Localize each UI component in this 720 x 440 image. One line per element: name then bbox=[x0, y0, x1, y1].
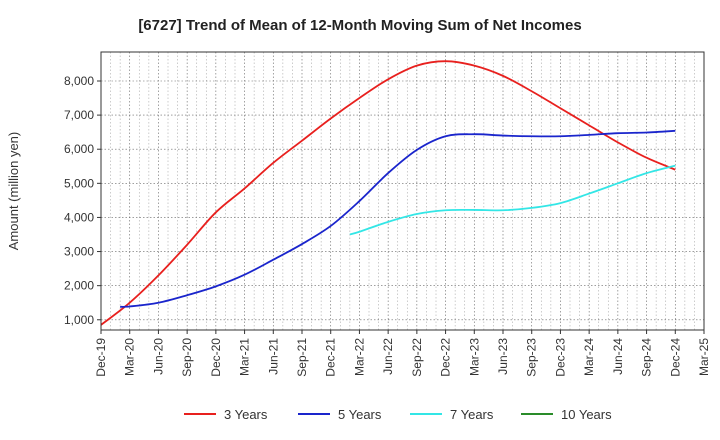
x-tick-label: Dec-24 bbox=[668, 338, 682, 377]
x-tick-label: Dec-22 bbox=[439, 338, 453, 377]
x-tick-label: Sep-22 bbox=[410, 338, 424, 377]
x-tick-label: Jun-24 bbox=[611, 338, 625, 375]
x-tick-label: Dec-21 bbox=[324, 338, 338, 377]
legend-label-7-years: 7 Years bbox=[450, 407, 494, 422]
y-tick-label: 3,000 bbox=[64, 245, 94, 259]
x-tick-label: Mar-23 bbox=[467, 338, 481, 376]
plot-frame bbox=[100, 51, 705, 331]
legend-label-10-years: 10 Years bbox=[561, 407, 612, 422]
legend-label-3-years: 3 Years bbox=[224, 407, 268, 422]
chart-title: [6727] Trend of Mean of 12-Month Moving … bbox=[138, 17, 581, 34]
x-axis-ticks: Dec-19 Mar-20 Jun-20 Sep-20 Dec-20 Mar-21 Jun-… bbox=[94, 330, 711, 377]
series-line-3-years bbox=[100, 60, 676, 326]
x-tick-label: Mar-24 bbox=[582, 338, 596, 376]
x-tick-label: Sep-24 bbox=[640, 338, 654, 377]
y-tick-label: 5,000 bbox=[64, 176, 94, 190]
x-tick-label: Jun-23 bbox=[496, 338, 510, 375]
y-tick-label: 7,000 bbox=[64, 108, 94, 122]
x-tick-label: Mar-22 bbox=[352, 338, 366, 376]
x-tick-label: Dec-19 bbox=[94, 338, 108, 377]
x-tick-label: Jun-20 bbox=[151, 338, 165, 375]
x-tick-label: Dec-20 bbox=[209, 338, 223, 377]
y-tick-label: 2,000 bbox=[64, 279, 94, 293]
x-tick-label: Mar-25 bbox=[697, 338, 711, 376]
y-tick-label: 6,000 bbox=[64, 142, 94, 156]
series-line-5-years bbox=[120, 129, 676, 308]
x-tick-label: Mar-21 bbox=[238, 338, 252, 376]
y-tick-label: 1,000 bbox=[64, 313, 94, 327]
x-tick-label: Dec-23 bbox=[553, 338, 567, 377]
x-tick-label: Jun-21 bbox=[266, 338, 280, 375]
series-lines bbox=[100, 60, 676, 326]
y-tick-label: 8,000 bbox=[64, 74, 94, 88]
x-tick-label: Mar-20 bbox=[123, 338, 137, 376]
legend-label-5-years: 5 Years bbox=[338, 407, 382, 422]
x-tick-label: Sep-21 bbox=[295, 338, 309, 377]
y-tick-label: 4,000 bbox=[64, 210, 94, 224]
grid bbox=[101, 52, 704, 330]
x-tick-label: Sep-20 bbox=[180, 338, 194, 377]
x-tick-label: Sep-23 bbox=[525, 338, 539, 377]
series-line-7-years bbox=[349, 164, 676, 236]
y-axis-label: Amount (million yen) bbox=[6, 132, 21, 251]
y-axis-ticks: 1,000 2,000 3,000 4,000 5,000 6,000 7,000 8,000 bbox=[64, 74, 101, 327]
legend: 3 Years 5 Years 7 Years 10 Years bbox=[184, 407, 612, 422]
x-tick-label: Jun-22 bbox=[381, 338, 395, 375]
